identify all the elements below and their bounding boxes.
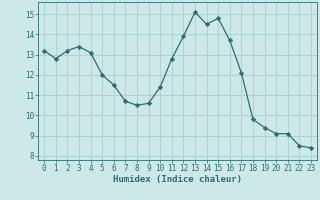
X-axis label: Humidex (Indice chaleur): Humidex (Indice chaleur) <box>113 175 242 184</box>
